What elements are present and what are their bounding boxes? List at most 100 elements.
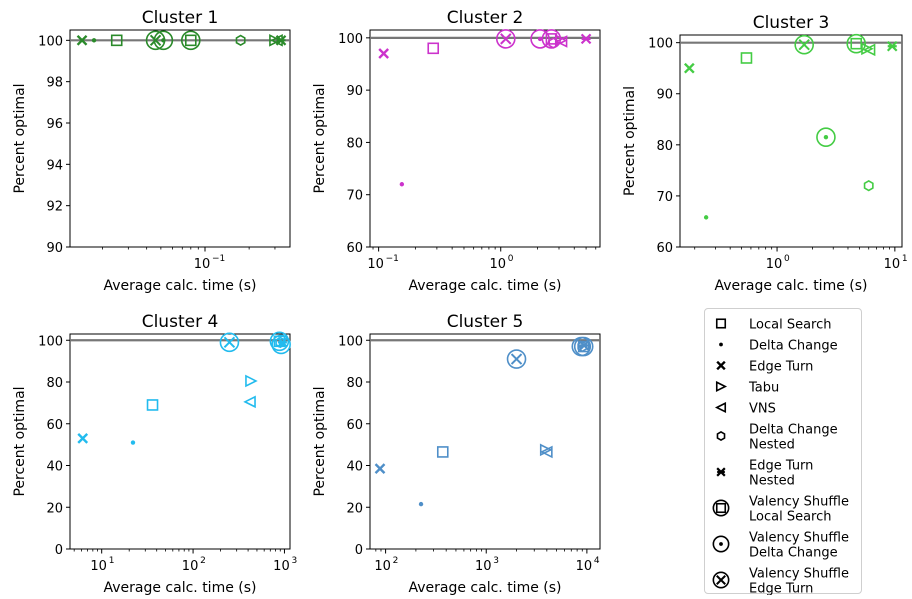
point-delta-change-nested [863, 179, 874, 192]
point-valency-shuffle-local-search [541, 29, 562, 49]
y-tick-label: 100 [38, 334, 63, 349]
x-tick-exponent: 0 [508, 254, 514, 264]
y-tick-label: 100 [338, 334, 363, 349]
point-valency-shuffle-edge-turn [506, 349, 527, 369]
data-points [374, 336, 594, 507]
point-vns [554, 35, 568, 48]
data-points [77, 331, 291, 445]
point-delta-change [91, 38, 97, 43]
plot-frame [679, 34, 903, 248]
x-tick-exponent: 4 [594, 556, 600, 566]
legend-label: Edge Turn [749, 360, 813, 375]
y-tick-label: 94 [46, 158, 63, 173]
x-tick-label: 10 [90, 559, 107, 574]
point-edge-turn [378, 48, 390, 59]
x-tick-exponent: −1 [386, 254, 399, 264]
point-tabu [539, 443, 553, 457]
legend-label: Edge Turn [749, 459, 813, 474]
x-tick-label: 10 [475, 559, 492, 574]
x-axis-label: Average calc. time (s) [714, 278, 867, 294]
y-tick-label: 0 [55, 543, 63, 558]
y-tick-label: 96 [46, 117, 63, 132]
y-tick-label: 70 [346, 189, 363, 204]
x-axis-label: Average calc. time (s) [103, 278, 256, 294]
circled-square-icon [712, 499, 730, 517]
point-local-search [110, 34, 123, 47]
point-delta-change-nested [235, 34, 246, 47]
y-tick-label: 80 [656, 139, 673, 154]
point-valency-shuffle-delta-change [571, 336, 592, 357]
point-valency-shuffle-delta-change [816, 127, 836, 147]
plot-frame [369, 29, 601, 248]
x-minor-ticks [73, 549, 281, 552]
point-delta-change [399, 182, 405, 187]
point-valency-shuffle-local-search [846, 33, 867, 54]
y-tick-label: 60 [346, 241, 363, 256]
chart-title: Cluster 1 [142, 8, 219, 28]
point-local-search [427, 42, 440, 55]
y-tick-label: 60 [46, 418, 63, 433]
point-edge-turn [77, 433, 89, 444]
point-edge-turn-nested [886, 40, 898, 52]
y-tick-label: 98 [46, 76, 63, 91]
data-points [76, 30, 287, 51]
y-tick-label: 60 [346, 418, 363, 433]
x-tick-exponent: 3 [291, 556, 297, 566]
star-x-icon [716, 467, 726, 477]
legend-label: Delta Change [749, 546, 838, 561]
chart-title: Cluster 4 [142, 312, 219, 332]
legend: Local Search Delta Change Edge Turn Tabu VNS… [704, 308, 862, 597]
x-axis-label: Average calc. time (s) [103, 580, 256, 596]
plot-frame [69, 333, 291, 550]
y-tick-label: 70 [656, 190, 673, 205]
triangle-left-icon [714, 401, 727, 414]
y-tick-label: 20 [346, 501, 363, 516]
y-tick-label: 80 [46, 376, 63, 391]
y-tick-label: 60 [656, 241, 673, 256]
point-valency-shuffle-delta-change [530, 29, 550, 49]
plot-frame [369, 333, 601, 550]
chart-panel-1: Cluster 1 90 92 94 96 98 100 10 −1 Average calc. … [12, 8, 291, 294]
y-axis-label: Percent optimal [312, 386, 328, 496]
legend-label: Nested [749, 474, 795, 489]
legend-label: Local Search [749, 318, 832, 333]
chart-title: Cluster 3 [753, 13, 830, 33]
point-local-search [740, 52, 753, 64]
point-tabu [269, 34, 282, 47]
point-edge-turn [374, 463, 386, 474]
legend-label: Delta Change [749, 339, 838, 354]
point-valency-shuffle-local-search [180, 30, 201, 51]
legend-label: Edge Turn [749, 582, 813, 596]
x-tick-exponent: 2 [200, 556, 206, 566]
y-tick-label: 20 [46, 501, 63, 516]
point-edge-turn [683, 62, 695, 74]
point-delta-change [130, 440, 136, 445]
circled-dot-icon [712, 535, 730, 553]
y-axis-label: Percent optimal [12, 83, 28, 193]
plot-frame [69, 29, 291, 248]
legend-entry-edge-turn: Edge Turn [716, 360, 813, 375]
x-tick-label: 10 [576, 559, 593, 574]
hexagon-icon [716, 430, 726, 442]
circled-x-icon [712, 571, 730, 589]
point-edge-turn-nested [275, 35, 287, 46]
y-axis-label: Percent optimal [622, 86, 638, 196]
y-tick-label: 100 [338, 32, 363, 47]
x-axis-label: Average calc. time (s) [408, 580, 561, 596]
y-tick-label: 40 [46, 460, 63, 475]
point-valency-shuffle-delta-change [271, 334, 291, 355]
x-tick-exponent: 1 [902, 254, 908, 264]
point-delta-change [703, 215, 709, 220]
legend-label: Valency Shuffle [749, 495, 849, 510]
x-tick-label: 10 [374, 559, 391, 574]
x-minor-ticks [694, 247, 890, 250]
legend-label: Local Search [749, 510, 832, 525]
legend-entry-tabu: Tabu [715, 381, 779, 396]
